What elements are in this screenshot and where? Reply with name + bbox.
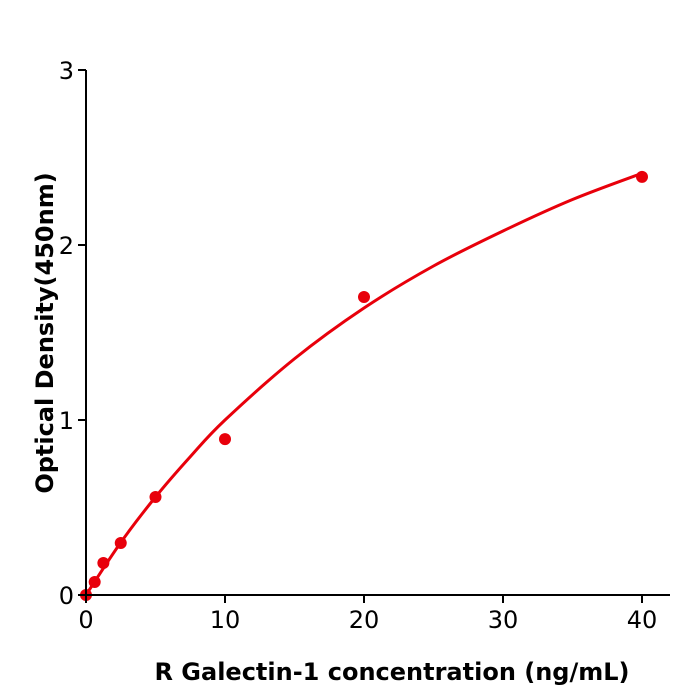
y-tick-label: 0 xyxy=(59,582,74,610)
x-tick-label: 10 xyxy=(210,606,241,634)
x-tick-label: 40 xyxy=(627,606,658,634)
data-point xyxy=(114,537,127,550)
data-point xyxy=(97,556,110,569)
y-tick-label: 2 xyxy=(59,232,74,260)
y-axis-label: Optical Density(450nm) xyxy=(31,172,59,493)
x-axis-label: R Galectin-1 concentration (ng/mL) xyxy=(154,658,629,686)
data-point xyxy=(88,576,101,589)
x-tick-label: 30 xyxy=(488,606,519,634)
data-point xyxy=(149,491,162,503)
y-tick-label: 1 xyxy=(59,407,74,435)
y-tick-label: 3 xyxy=(59,57,74,85)
data-point xyxy=(358,290,370,303)
fit-curve xyxy=(84,171,643,596)
data-point xyxy=(636,170,648,183)
x-tick-label: 20 xyxy=(349,606,380,634)
data-point xyxy=(219,433,231,446)
x-tick-label: 0 xyxy=(78,606,93,634)
